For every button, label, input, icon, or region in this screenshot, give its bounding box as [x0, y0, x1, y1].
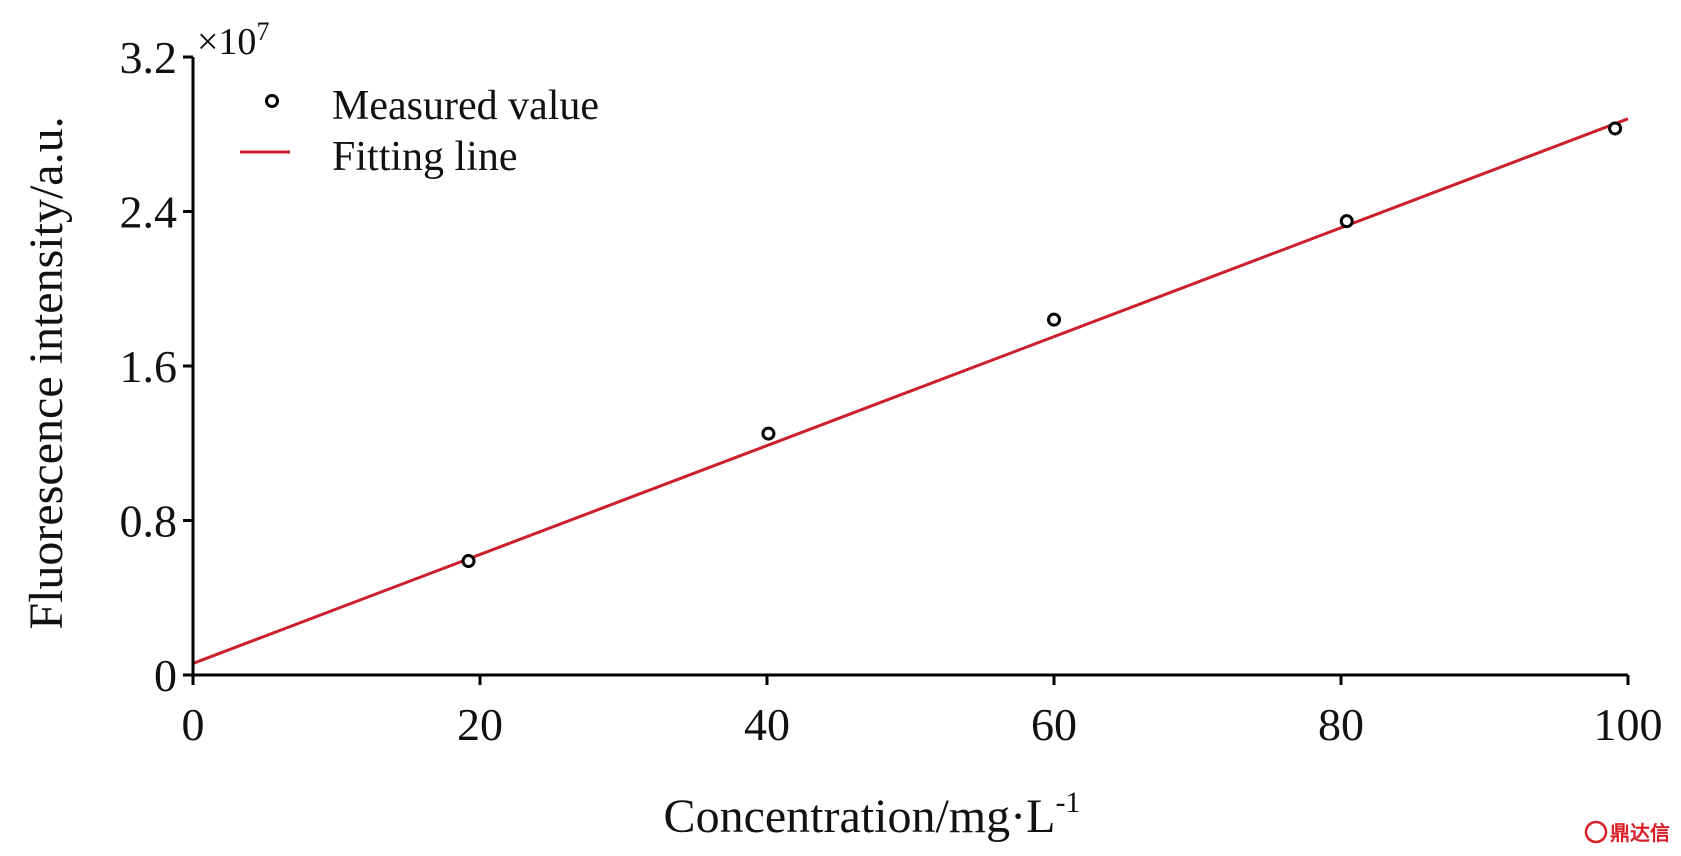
y-tick-label: 2.4	[120, 187, 178, 238]
fitting-line	[192, 117, 1629, 665]
y-multiplier: ×107	[197, 17, 269, 63]
legend-marker-measured	[265, 94, 279, 108]
x-axis-title-superscript: -1	[1055, 786, 1080, 819]
y-axis-title: Fluorescence intensity/a.u.	[20, 116, 73, 629]
watermark: 鼎达信	[1584, 820, 1670, 845]
legend-label-fitting: Fitting line	[332, 134, 518, 180]
data-point-measured	[1339, 214, 1354, 229]
data-point-measured	[761, 426, 776, 441]
x-tick-label: 60	[1031, 699, 1077, 750]
plot-area	[192, 117, 1629, 665]
axes: 0 0.8 1.6 2.4 3.2 0 20 40 60 80 100	[120, 32, 1663, 750]
watermark-logo-icon	[1584, 820, 1608, 844]
x-tick-label: 40	[744, 699, 790, 750]
data-point-measured	[1047, 312, 1061, 327]
y-tick-label: 0	[154, 650, 177, 701]
y-tick-label: 3.2	[120, 32, 178, 83]
x-axis-title: Concentration/mg·L-1	[664, 786, 1081, 843]
y-multiplier-exponent: 7	[256, 17, 269, 46]
x-axis-title-main: Concentration/mg·L	[664, 790, 1056, 843]
y-tick-label: 0.8	[120, 496, 178, 547]
labels: Fluorescence intensity/a.u. Concentratio…	[20, 17, 1080, 843]
x-tick-label: 0	[182, 699, 205, 750]
x-tick-label: 100	[1594, 699, 1663, 750]
legend: Measured value Fitting line	[240, 83, 599, 180]
data-point-measured	[1608, 121, 1623, 136]
data-point-measured	[461, 554, 476, 569]
y-tick-label: 1.6	[120, 341, 178, 392]
y-multiplier-base: ×10	[197, 21, 256, 63]
watermark-text: 鼎达信	[1610, 821, 1670, 845]
x-tick-label: 80	[1318, 699, 1364, 750]
legend-label-measured: Measured value	[332, 83, 599, 129]
x-tick-label: 20	[457, 699, 503, 750]
